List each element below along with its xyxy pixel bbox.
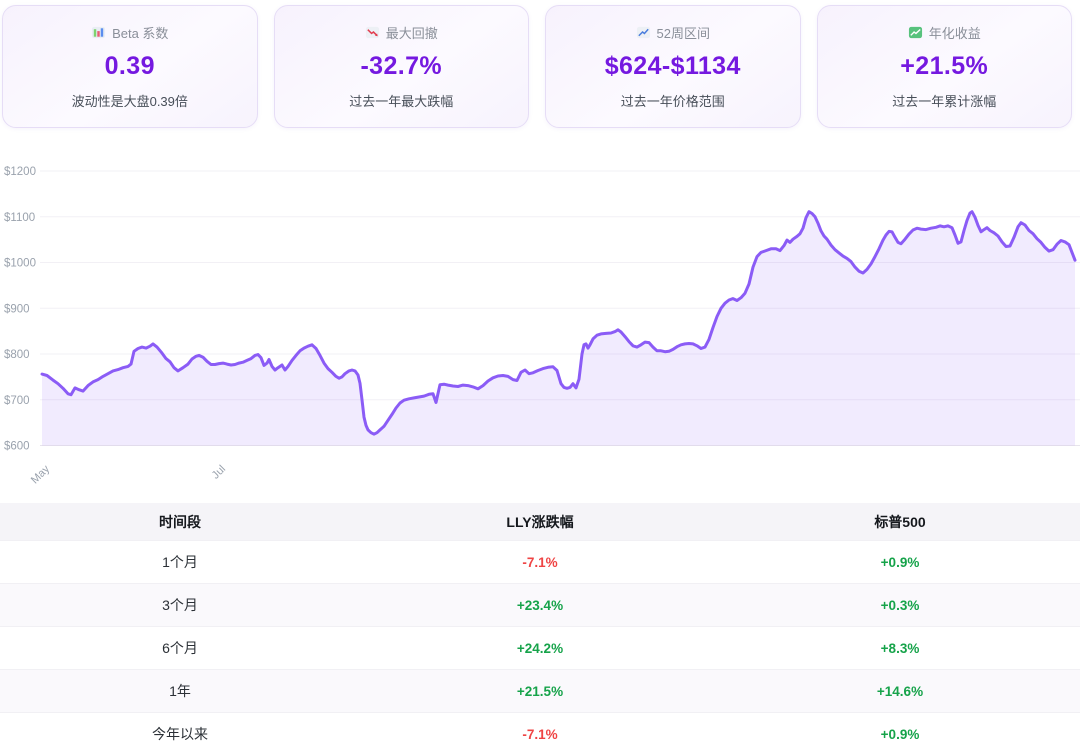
stat-card-max-drawdown: 最大回撤 -32.7% 过去一年最大跌幅	[273, 5, 529, 128]
svg-text:May: May	[29, 463, 53, 487]
stat-cards: Beta 系数 0.39 波动性是大盘0.39倍 最大回撤 -32.7% 过去一…	[0, 0, 1080, 128]
stat-card-value: $624-$1134	[604, 52, 741, 80]
stat-card-title: 52周区间	[636, 23, 710, 42]
price-chart: $600 $700 $800 $900 $1000 $1100 $1200 May Jul	[0, 150, 1080, 490]
sp500-change-cell: +0.3%	[880, 597, 920, 613]
stat-card-desc: 过去一年价格范围	[620, 94, 725, 109]
table-row: 今年以来 -7.1% +0.9%	[0, 712, 1080, 755]
stat-card-label: Beta 系数	[112, 26, 169, 41]
chart-decreasing-icon	[365, 25, 380, 40]
table-row: 1个月 -7.1% +0.9%	[0, 540, 1080, 583]
period-cell: 1个月	[162, 554, 198, 570]
header-period: 时间段	[159, 513, 201, 530]
sp500-change-cell: +0.9%	[880, 554, 920, 570]
stat-card-beta: Beta 系数 0.39 波动性是大盘0.39倍	[2, 5, 258, 128]
header-sp500: 标普500	[874, 513, 926, 530]
table-row: 6个月 +24.2% +8.3%	[0, 626, 1080, 669]
stat-card-value: +21.5%	[900, 52, 989, 80]
svg-text:$900: $900	[4, 303, 30, 315]
lly-change-cell: -7.1%	[522, 554, 558, 570]
svg-text:$700: $700	[4, 395, 30, 407]
lly-change-cell: +23.4%	[516, 597, 564, 613]
svg-text:Jul: Jul	[210, 463, 228, 481]
bar-chart-icon	[91, 25, 106, 40]
svg-text:$600: $600	[4, 441, 30, 453]
chart-increasing-icon	[636, 25, 651, 40]
stat-card-label: 最大回撤	[385, 26, 438, 41]
period-cell: 6个月	[162, 640, 198, 656]
stat-card-desc: 波动性是大盘0.39倍	[71, 94, 188, 109]
price-chart-svg: $600 $700 $800 $900 $1000 $1100 $1200 May Jul	[4, 166, 1080, 487]
table-row: 3个月 +23.4% +0.3%	[0, 583, 1080, 626]
stat-card-title: 最大回撤	[365, 23, 438, 42]
period-cell: 1年	[169, 683, 191, 699]
lly-change-cell: -7.1%	[522, 726, 558, 742]
stat-card-label: 52周区间	[656, 26, 710, 41]
table-header: 时间段 LLY涨跌幅 标普500	[0, 503, 1080, 540]
svg-text:$1000: $1000	[4, 258, 36, 270]
table-row: 1年 +21.5% +14.6%	[0, 669, 1080, 712]
stat-card-value: 0.39	[104, 52, 155, 80]
sp500-change-cell: +14.6%	[876, 683, 924, 699]
stat-card-title: 年化收益	[908, 23, 981, 42]
svg-text:$1200: $1200	[4, 166, 36, 178]
svg-text:$800: $800	[4, 349, 30, 361]
lly-change-cell: +24.2%	[516, 640, 564, 656]
header-lly-change: LLY涨跌幅	[506, 513, 574, 530]
sp500-change-cell: +0.9%	[880, 726, 920, 742]
stat-card-52week-range: 52周区间 $624-$1134 过去一年价格范围	[545, 5, 801, 128]
stat-card-annual-return: 年化收益 +21.5% 过去一年累计涨幅	[816, 5, 1072, 128]
svg-text:$1100: $1100	[4, 212, 35, 224]
stat-card-desc: 过去一年累计涨幅	[892, 94, 997, 109]
stat-card-label: 年化收益	[928, 26, 981, 41]
performance-table: 时间段 LLY涨跌幅 标普500 1个月 -7.1% +0.9% 3个月 +23…	[0, 503, 1080, 755]
period-cell: 3个月	[162, 597, 198, 613]
period-cell: 今年以来	[152, 726, 208, 742]
stat-card-title: Beta 系数	[91, 23, 168, 42]
lly-change-cell: +21.5%	[516, 683, 564, 699]
stat-card-value: -32.7%	[360, 52, 443, 80]
sp500-change-cell: +8.3%	[880, 640, 920, 656]
chart-increasing-green-icon	[908, 25, 923, 40]
stat-card-desc: 过去一年最大跌幅	[349, 94, 454, 109]
